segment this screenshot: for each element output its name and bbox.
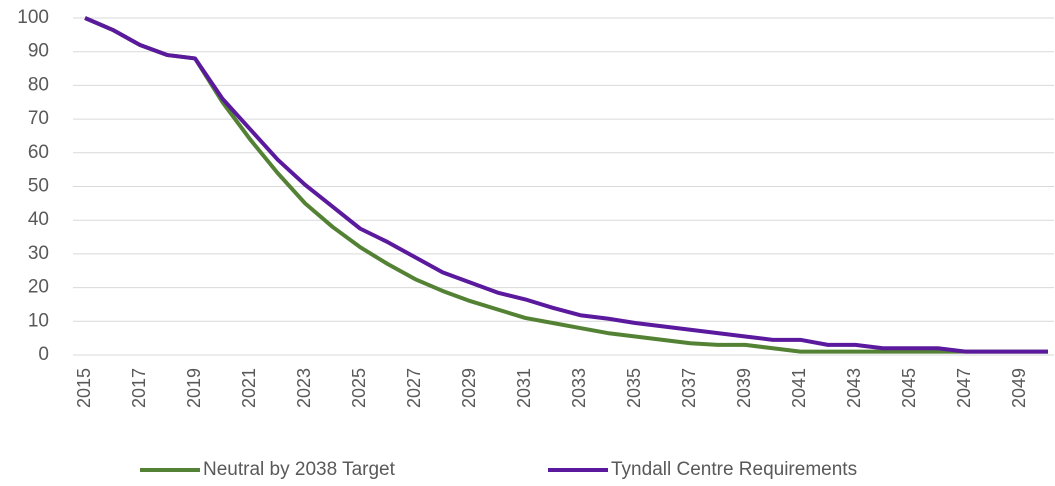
- x-tick-label: 2043: [844, 368, 864, 408]
- x-tick-label: 2027: [404, 368, 424, 408]
- x-tick-label: 2031: [514, 368, 534, 408]
- x-tick-label: 2049: [1009, 368, 1029, 408]
- legend-label: Neutral by 2038 Target: [203, 459, 396, 480]
- y-tick-label: 30: [28, 243, 49, 264]
- data-line: [84, 16, 1048, 354]
- x-tick-label: 2041: [789, 368, 809, 408]
- y-tick-label: 0: [38, 344, 49, 365]
- x-tick-label: 2025: [349, 368, 369, 408]
- x-tick-label: 2037: [679, 368, 699, 408]
- legend-label: Tyndall Centre Requirements: [611, 459, 857, 480]
- y-tick-label: 90: [28, 41, 49, 62]
- y-tick-label: 60: [28, 142, 49, 163]
- y-tick-label: 70: [28, 108, 49, 129]
- y-tick-label: 80: [28, 74, 49, 95]
- x-tick-label: 2039: [734, 368, 754, 408]
- x-tick-label: 2017: [129, 368, 149, 408]
- y-tick-label: 40: [28, 209, 49, 230]
- data-line: [84, 16, 1048, 354]
- y-tick-label: 100: [17, 7, 49, 28]
- x-tick-label: 2035: [624, 368, 644, 408]
- x-tick-label: 2029: [459, 368, 479, 408]
- x-tick-label: 2047: [954, 368, 974, 408]
- x-tick-label: 2021: [239, 368, 259, 408]
- x-tick-label: 2033: [569, 368, 589, 408]
- x-tick-label: 2023: [294, 368, 314, 408]
- y-tick-label: 50: [28, 176, 49, 197]
- y-tick-label: 20: [28, 277, 49, 298]
- y-tick-label: 10: [28, 310, 49, 331]
- x-tick-label: 2015: [74, 368, 94, 408]
- x-tick-label: 2019: [184, 368, 204, 408]
- x-tick-label: 2045: [899, 368, 919, 408]
